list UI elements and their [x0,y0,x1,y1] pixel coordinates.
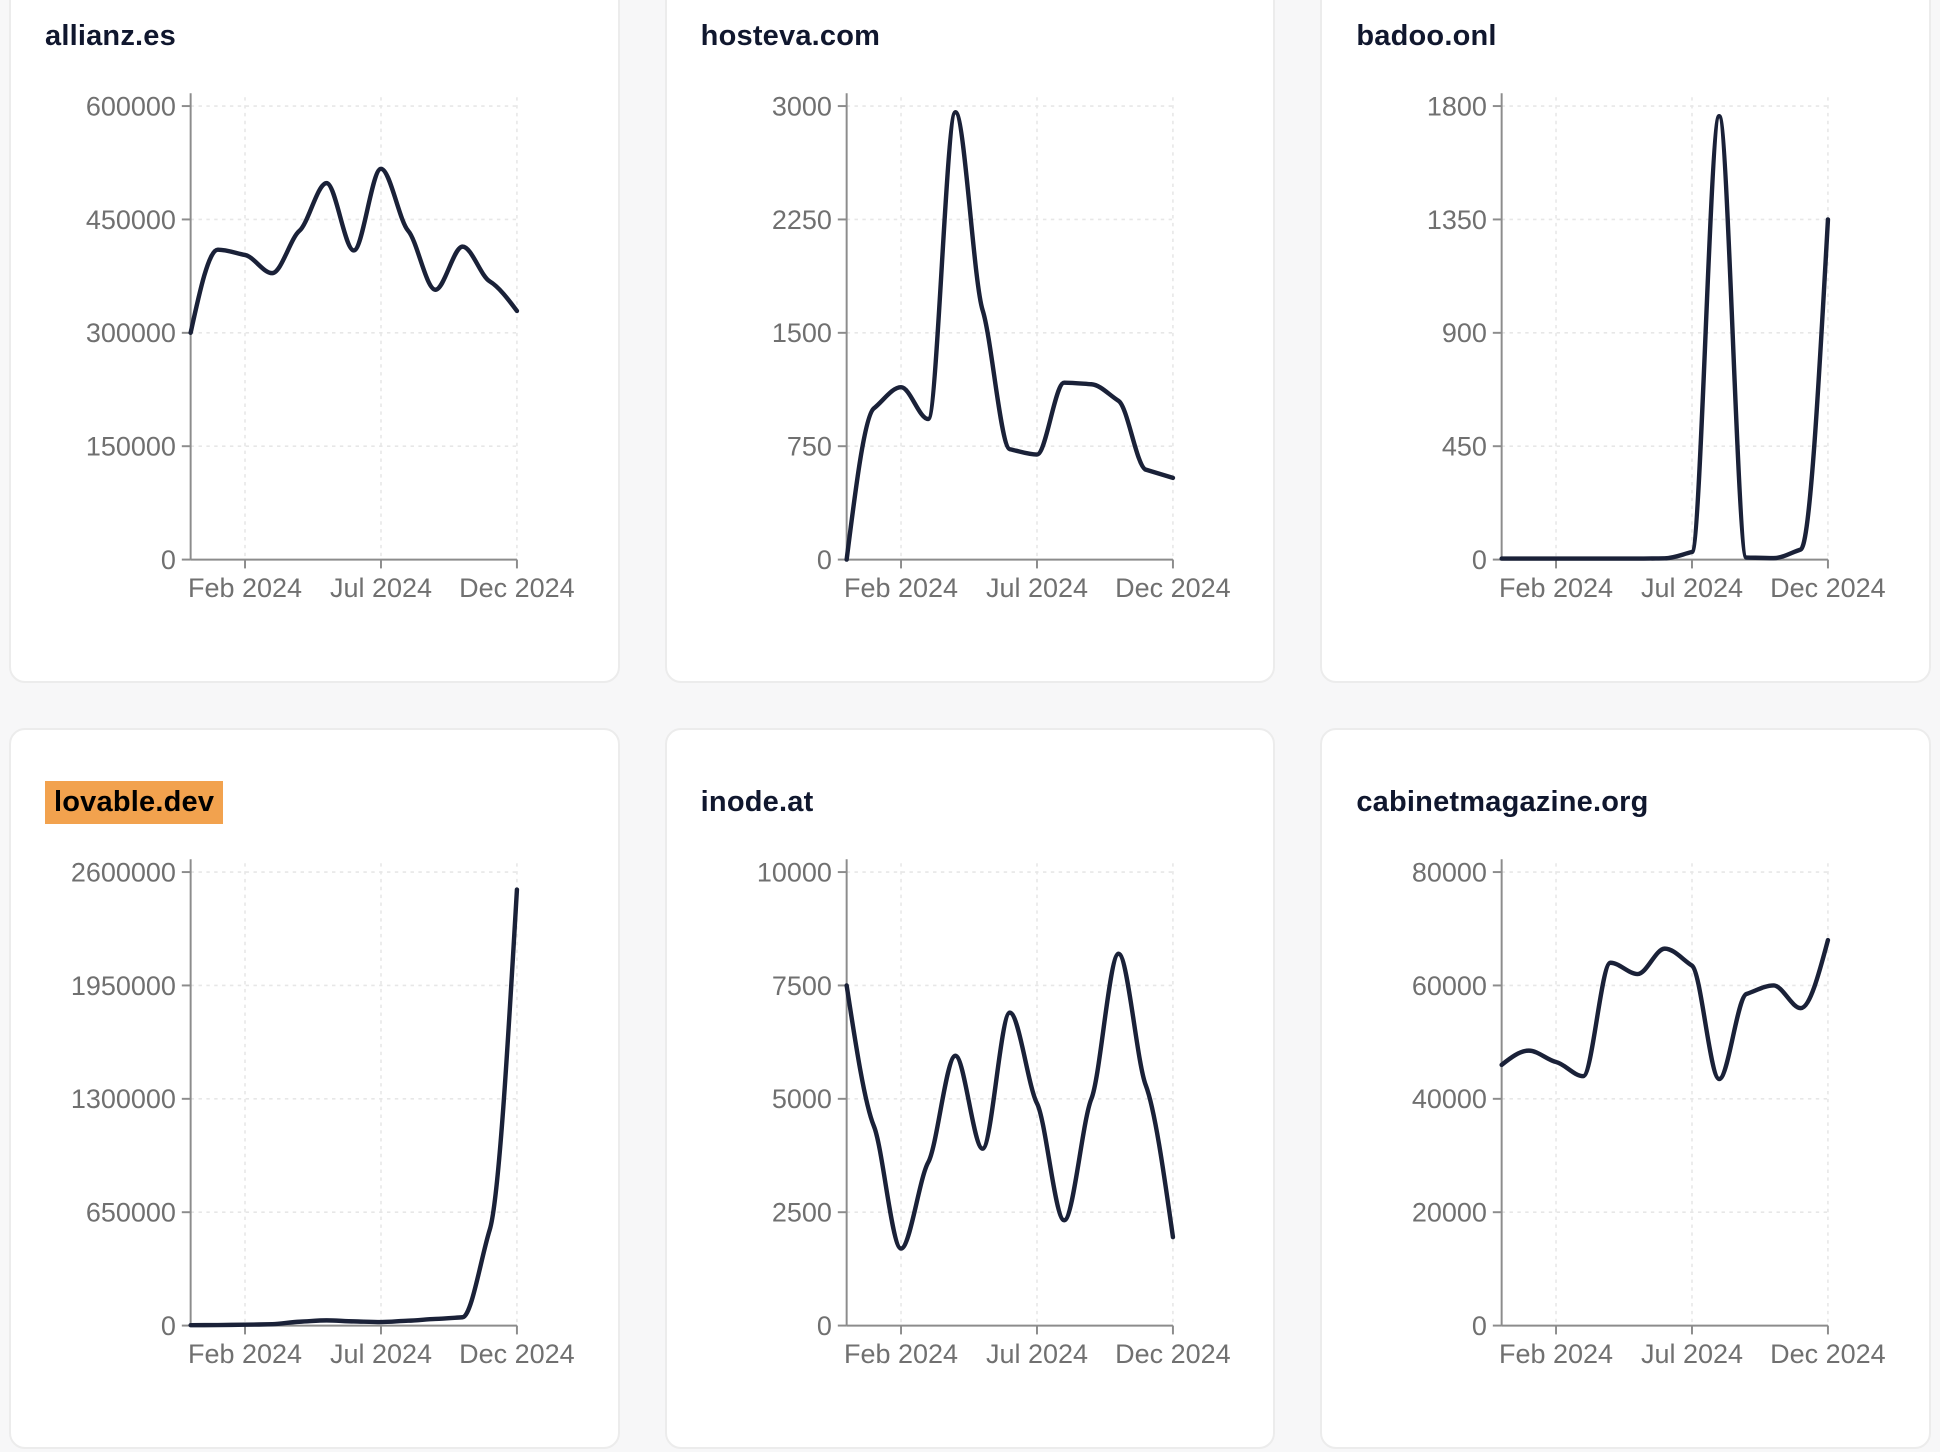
x-axis-tick-label: Dec 2024 [1771,1339,1887,1369]
y-axis-tick-label: 1300000 [71,1084,176,1114]
y-axis-tick-label: 600000 [86,91,176,121]
chart-grid: allianz.es 0 150000 300000 450000 600000 Feb … [9,0,1931,1449]
line-chart-lovable-dev: 0 650000 1300000 1950000 2600000 Feb 2024 Jul … [71,857,575,1369]
domain-label: hosteva.com [700,20,881,52]
x-axis-tick-label: Feb 2024 [1499,1339,1613,1369]
domain-label-highlighted: lovable.dev [45,781,224,824]
y-axis-tick-label: 1800 [1427,91,1487,121]
chart-card-inode-at: inode.at 0 2500 5000 7500 10000 Feb 2024 Jul 2… [664,728,1276,1449]
y-axis-tick-label: 10000 [757,857,832,887]
data-line [844,109,1175,562]
chart-card-lovable-dev: lovable.dev 0 650000 1300000 1950000 2600000… [9,728,620,1449]
y-axis-tick-label: 1500 [772,318,832,348]
y-axis-tick-label: 0 [1472,1311,1487,1341]
y-axis-tick-label: 2500 [772,1198,832,1228]
y-axis-tick-label: 0 [161,1311,176,1341]
line-chart-hosteva-com: 0 750 1500 2250 3000 Feb 2024 Jul 2024 Dec 2024 [772,91,1231,603]
chart-card-badoo-onl: badoo.onl 0 450 900 1350 1800 Feb 2024 Jul 202… [1320,0,1931,683]
x-axis-tick-label: Dec 2024 [1771,573,1887,603]
x-axis-tick-label: Dec 2024 [459,1339,575,1369]
x-axis-tick-label: Dec 2024 [1115,1339,1231,1369]
y-axis-tick-label: 650000 [86,1198,176,1228]
domain-label: cabinetmagazine.org [1356,786,1649,818]
x-axis-tick-label: Feb 2024 [188,1339,302,1369]
x-axis-tick-label: Jul 2024 [330,1339,432,1369]
x-axis-tick-label: Feb 2024 [1499,573,1613,603]
y-axis-tick-label: 7500 [772,971,832,1001]
y-axis-tick-label: 2600000 [71,857,176,887]
domain-label: inode.at [700,786,814,818]
chart-title-allianz-es: allianz.es [11,0,618,56]
y-axis-tick-label: 5000 [772,1084,832,1114]
chart-card-hosteva-com: hosteva.com 0 750 1500 2250 3000 Feb 2024 Jul … [664,0,1276,683]
line-chart-badoo-onl: 0 450 900 1350 1800 Feb 2024 Jul 2024 Dec 2024 [1427,91,1887,603]
y-axis-tick-label: 60000 [1412,971,1487,1001]
chart-card-cabinetmagazine-org: cabinetmagazine.org 0 20000 40000 60000 8000… [1320,728,1931,1449]
data-line [188,166,520,336]
y-axis-tick-label: 750 [787,432,832,462]
x-axis-tick-label: Dec 2024 [459,573,575,603]
line-chart-inode-at: 0 2500 5000 7500 10000 Feb 2024 Jul 2024 Dec 20… [757,857,1231,1369]
chart-title-badoo-onl: badoo.onl [1322,0,1929,56]
y-axis-tick-label: 3000 [772,91,832,121]
y-axis-tick-label: 150000 [86,432,176,462]
domain-label: allianz.es [45,20,176,52]
y-axis-tick-label: 300000 [86,318,176,348]
y-axis-tick-label: 20000 [1412,1198,1487,1228]
data-line [1499,113,1831,561]
x-axis-tick-label: Jul 2024 [986,573,1088,603]
line-chart-allianz-es: 0 150000 300000 450000 600000 Feb 2024 Jul 202… [86,91,575,603]
data-line [844,951,1175,1251]
y-axis-tick-label: 40000 [1412,1084,1487,1114]
x-axis-tick-label: Dec 2024 [1115,573,1231,603]
y-axis-tick-label: 0 [1472,545,1487,575]
x-axis-tick-label: Jul 2024 [1641,1339,1743,1369]
chart-card-allianz-es: allianz.es 0 150000 300000 450000 600000 Feb … [9,0,620,683]
data-line [1499,937,1831,1082]
x-axis-tick-label: Feb 2024 [844,573,958,603]
x-axis-tick-label: Feb 2024 [188,573,302,603]
x-axis-tick-label: Jul 2024 [330,573,432,603]
y-axis-tick-label: 2250 [772,205,832,235]
y-axis-tick-label: 0 [817,1311,832,1341]
y-axis-tick-label: 900 [1442,318,1487,348]
y-axis-tick-label: 1950000 [71,971,176,1001]
chart-title-inode-at: inode.at [667,730,1274,822]
data-line [188,887,520,1328]
x-axis-tick-label: Jul 2024 [986,1339,1088,1369]
y-axis-tick-label: 450000 [86,205,176,235]
x-axis-tick-label: Feb 2024 [844,1339,958,1369]
y-axis-tick-label: 450 [1442,432,1487,462]
line-chart-cabinetmagazine-org: 0 20000 40000 60000 80000 Feb 2024 Jul 2024 Dec… [1412,857,1887,1369]
chart-title-hosteva-com: hosteva.com [667,0,1274,56]
y-axis-tick-label: 80000 [1412,857,1487,887]
y-axis-tick-label: 1350 [1427,205,1487,235]
x-axis-tick-label: Jul 2024 [1641,573,1743,603]
domain-label: badoo.onl [1356,20,1497,52]
y-axis-tick-label: 0 [817,545,832,575]
chart-title-cabinetmagazine-org: cabinetmagazine.org [1322,730,1929,822]
chart-title-lovable-dev: lovable.dev [11,730,618,824]
y-axis-tick-label: 0 [161,545,176,575]
